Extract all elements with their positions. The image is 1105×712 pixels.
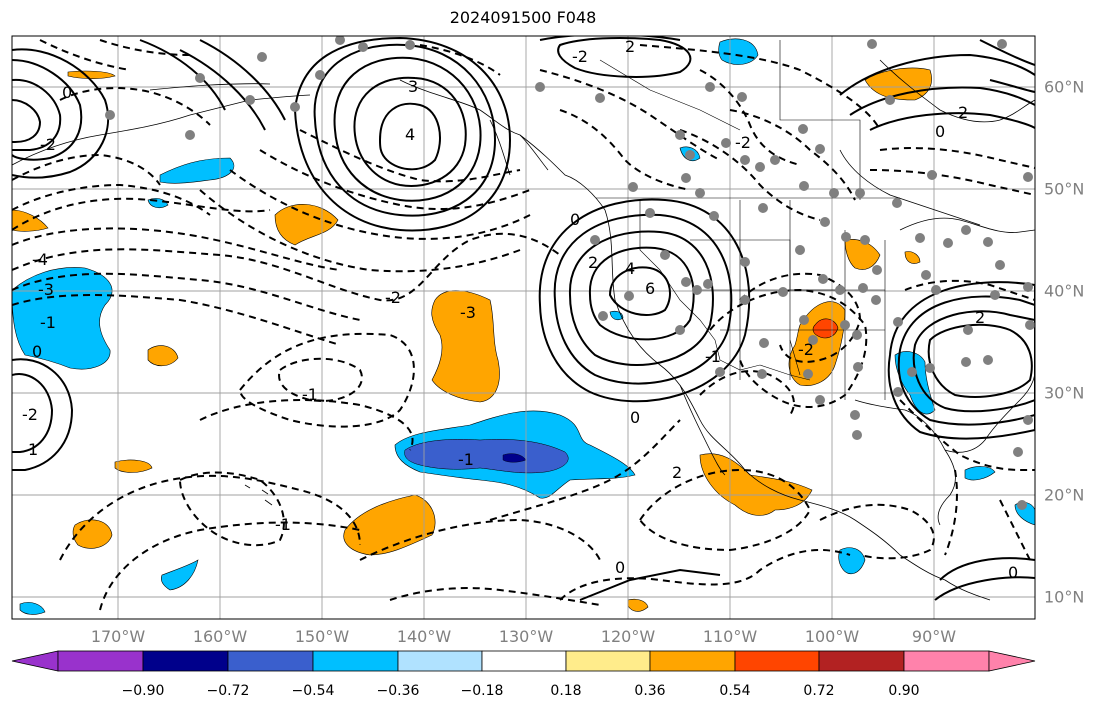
longitude-label: 110°W xyxy=(702,627,758,646)
contour-label: -1 xyxy=(302,385,318,404)
contour-label: -1 xyxy=(705,347,721,366)
latitude-label: 10°N xyxy=(1044,587,1085,607)
contour-label: 0 xyxy=(630,408,640,427)
contour-label: -2 xyxy=(798,340,814,359)
colorbar-segment xyxy=(227,650,314,672)
contour-label: -1 xyxy=(458,450,474,469)
orange-anomaly-region xyxy=(12,209,49,232)
contour-label: 3 xyxy=(408,77,418,96)
station-markers xyxy=(105,36,1035,510)
contour-label: 0 xyxy=(570,210,580,229)
contour-label: -1 xyxy=(275,515,291,534)
contour-label: 2 xyxy=(625,37,635,56)
contour-label: 0 xyxy=(935,122,945,141)
latitude-label: 60°N xyxy=(1044,77,1085,97)
cyan-anomaly-region xyxy=(160,559,199,591)
cyan-anomaly-region xyxy=(964,466,996,481)
colorbar-tick-label: 0.36 xyxy=(634,683,666,699)
longitude-label: 140°W xyxy=(396,627,452,646)
colorbar-segment xyxy=(734,650,820,672)
orange-anomaly-region xyxy=(431,290,500,403)
colorbar-segment xyxy=(397,650,483,672)
colorbar-segment xyxy=(818,650,905,672)
latitude-label: 40°N xyxy=(1044,281,1085,301)
colorbar-tick-label: −0.18 xyxy=(460,683,504,699)
orange-anomaly-region xyxy=(904,251,921,264)
contour-label: 0 xyxy=(1008,563,1018,582)
cyan-anomaly-region xyxy=(718,38,759,65)
orange-anomaly-region xyxy=(147,345,179,367)
latitude-label: 50°N xyxy=(1044,179,1085,199)
longitude-label: 100°W xyxy=(804,627,860,646)
colorbar-min-extend xyxy=(11,650,59,672)
contour-label: 2 xyxy=(958,103,968,122)
cyan-anomaly-region xyxy=(838,547,866,575)
colorbar-segment xyxy=(312,650,399,672)
latitude-label: 30°N xyxy=(1044,383,1085,403)
colorbar-tick-label: −0.36 xyxy=(376,683,420,699)
contour-label: 0 xyxy=(32,342,42,361)
contour-label: 0 xyxy=(62,83,72,102)
contour-label: -2 xyxy=(385,288,401,307)
contour-label: 2 xyxy=(975,308,985,327)
contour-label: 4 xyxy=(625,259,635,278)
colorbar-segment xyxy=(565,650,651,672)
colorbar-tick-label: −0.90 xyxy=(121,683,165,699)
contour-label: -2 xyxy=(40,135,56,154)
colorbar xyxy=(11,650,1036,672)
orange-anomaly-region xyxy=(114,459,153,473)
contour-label: 4 xyxy=(405,125,415,144)
negative-contours xyxy=(12,39,1035,611)
cyan-anomaly-region xyxy=(19,602,46,615)
contour-label: 2 xyxy=(672,463,682,482)
contour-label: -3 xyxy=(460,303,476,322)
contour-labels: 0 3 4 2 6 4 2 0 -3 -1 -2 -2 0 2 -2 -3 -4… xyxy=(22,37,1018,582)
longitude-label: 130°W xyxy=(498,627,554,646)
colorbar-tick-label: −0.72 xyxy=(206,683,250,699)
contour-label: -2 xyxy=(22,405,38,424)
map-title: 2024091500 F048 xyxy=(449,8,597,27)
longitude-label: 150°W xyxy=(294,627,350,646)
shaded-negative-regions xyxy=(12,38,1035,615)
colorbar-segment xyxy=(57,650,144,672)
colorbar-tick-label: 0.72 xyxy=(803,683,835,699)
contour-label: 1 xyxy=(28,440,38,459)
longitude-label: 90°W xyxy=(911,627,957,646)
colorbar-max-extend xyxy=(988,650,1036,672)
colorbar-tick-label: 0.18 xyxy=(550,683,582,699)
orange-anomaly-region xyxy=(67,70,116,79)
contour-label: -2 xyxy=(735,133,751,152)
longitude-label: 170°W xyxy=(90,627,146,646)
longitude-label: 160°W xyxy=(192,627,248,646)
positive-contours xyxy=(12,36,1035,601)
latitude-label: 20°N xyxy=(1044,485,1085,505)
contour-label: -2 xyxy=(572,47,588,66)
blue-anomaly-region xyxy=(404,439,569,474)
map-plot-area: 0 3 4 2 6 4 2 0 -3 -1 -2 -2 0 2 -2 -3 -4… xyxy=(12,36,1035,619)
cyan-anomaly-region xyxy=(894,351,936,415)
contour-label: -4 xyxy=(32,250,48,269)
colorbar-tick-label: 0.54 xyxy=(719,683,751,699)
colorbar-tick-label: −0.54 xyxy=(291,683,335,699)
colorbar-segment xyxy=(903,650,990,672)
longitude-label: 120°W xyxy=(600,627,656,646)
colorbar-tick-label: 0.90 xyxy=(888,683,920,699)
contour-label: 0 xyxy=(615,558,625,577)
orange-anomaly-region xyxy=(343,494,436,556)
cyan-anomaly-region xyxy=(12,267,113,370)
orange-anomaly-region xyxy=(627,598,649,612)
contour-label: -3 xyxy=(38,280,54,299)
colorbar-segment xyxy=(142,650,229,672)
contour-label: -1 xyxy=(40,313,56,332)
contour-label: 2 xyxy=(588,253,598,272)
colorbar-segment xyxy=(649,650,736,672)
map-frame xyxy=(11,35,1036,620)
contour-label: 6 xyxy=(645,279,655,298)
colorbar-segment xyxy=(481,650,567,672)
